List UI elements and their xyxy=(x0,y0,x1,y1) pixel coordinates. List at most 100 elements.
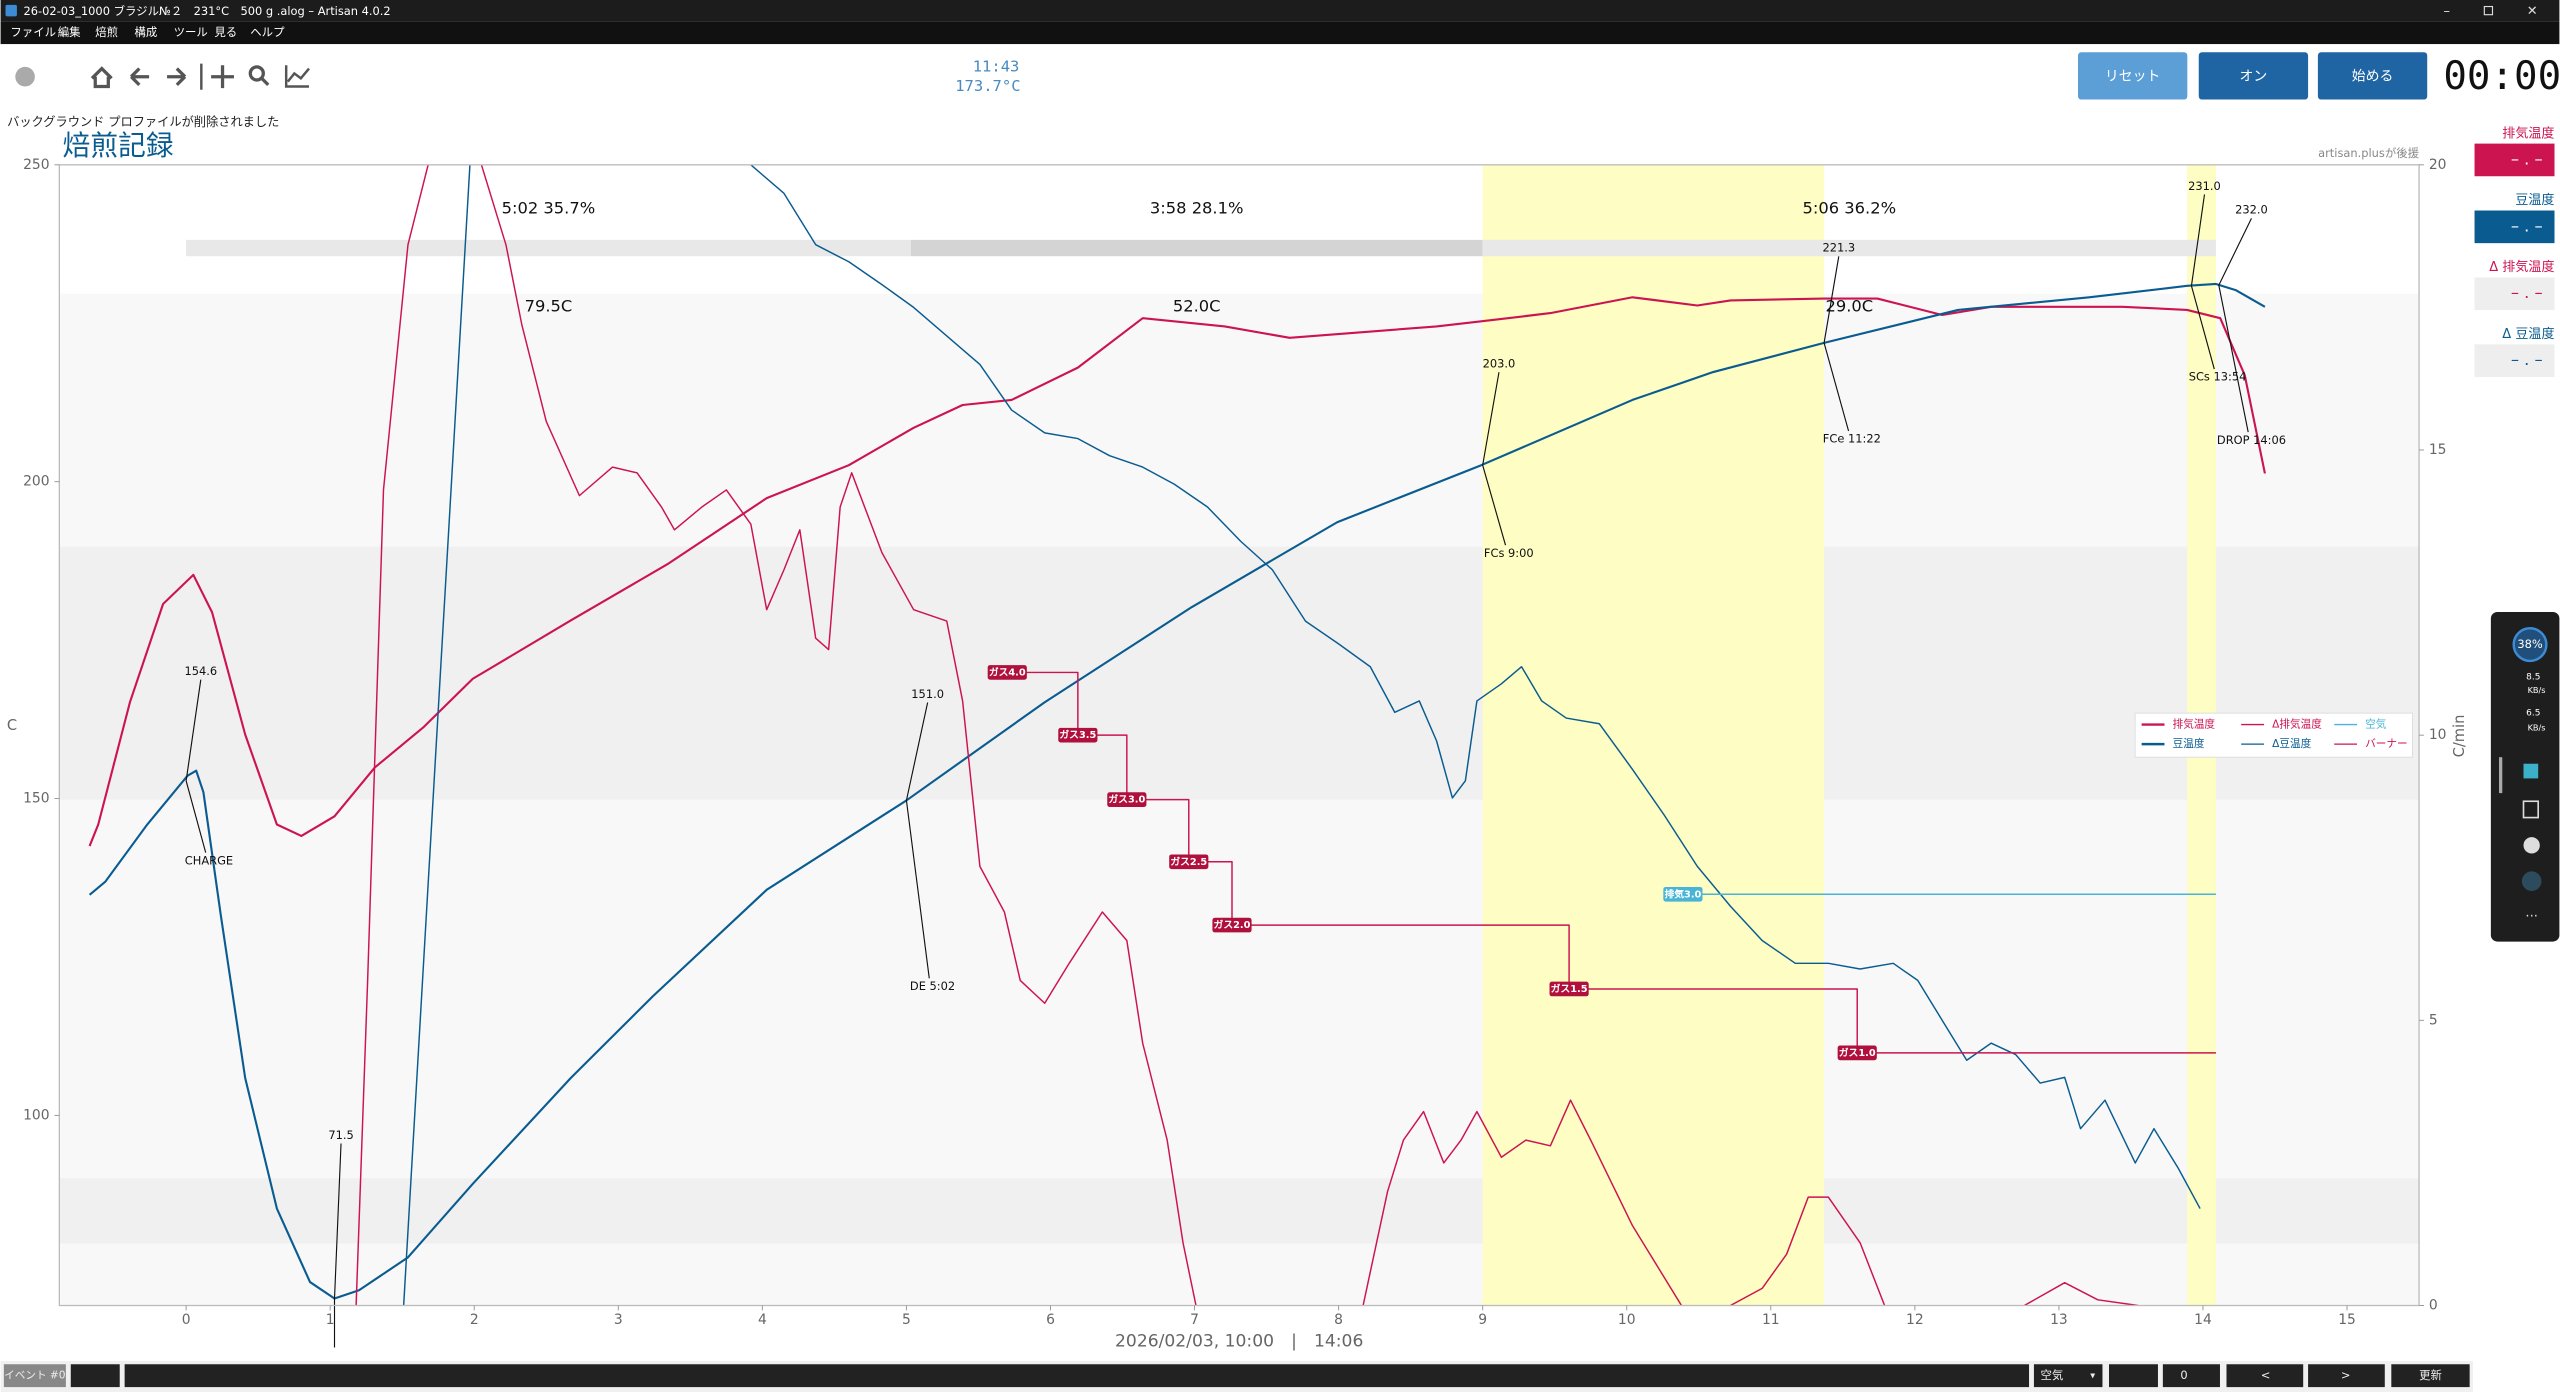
button-label[interactable]: 始める xyxy=(2352,69,2394,85)
annotation-leader xyxy=(1482,372,1500,466)
readout-value: – . – xyxy=(2511,350,2543,369)
band xyxy=(59,1178,2420,1244)
close[interactable]: ✕ xyxy=(2527,4,2538,19)
button-label[interactable]: オン xyxy=(2240,69,2268,85)
y-tick-label: 250 xyxy=(23,157,49,173)
menu-item[interactable]: ヘルプ xyxy=(250,25,285,39)
y2-axis-label: C/min xyxy=(2451,715,2468,758)
event-flag-label: 排気3.0 xyxy=(1664,887,1701,900)
button[interactable] xyxy=(2317,52,2428,100)
phase-delta: 52.0C xyxy=(1173,296,1221,315)
plot-clip xyxy=(88,164,2266,1306)
annotation-leader xyxy=(2190,285,2215,370)
phase-bar xyxy=(186,239,911,257)
add-icon[interactable] xyxy=(15,66,35,87)
event-input[interactable] xyxy=(124,1364,2030,1388)
x-tick-label: 5 xyxy=(902,1312,911,1328)
annotation-leader xyxy=(2218,285,2249,433)
annotation-event: FCs 9:00 xyxy=(1484,546,1534,560)
phase-delta: 29.0C xyxy=(1825,296,1873,315)
event-label-box xyxy=(3,1364,66,1388)
cpu: 38% xyxy=(2517,637,2543,651)
x-tick-label: 11 xyxy=(1762,1312,1780,1328)
title-bar xyxy=(0,0,2560,22)
menu-item[interactable]: 編集 xyxy=(58,25,81,39)
x-tick-label: 15 xyxy=(2338,1312,2356,1328)
event-box[interactable] xyxy=(70,1364,120,1388)
edge-icon[interactable] xyxy=(2523,837,2540,854)
annotation-leader xyxy=(2218,218,2252,286)
notes-icon[interactable] xyxy=(2522,800,2540,819)
menu-item[interactable]: 焙煎 xyxy=(95,25,118,39)
next-label[interactable]: > xyxy=(2341,1368,2351,1382)
back-icon[interactable] xyxy=(129,67,150,87)
home-icon[interactable] xyxy=(90,66,113,89)
event-flag-label: ガス1.0 xyxy=(1839,1046,1876,1059)
air-select-box[interactable] xyxy=(2033,1364,2103,1388)
readout-box xyxy=(2474,143,2555,177)
event-flag-label: ガス4.0 xyxy=(989,665,1026,678)
bottom-bar: イベント #0 空気 ▾ 0 < > 更新 xyxy=(0,1360,2473,1392)
phase-bar xyxy=(1482,239,2216,257)
forward-icon[interactable] xyxy=(167,67,187,87)
buttons: リセット オン 始める xyxy=(2077,52,2428,100)
event-flag xyxy=(1837,1045,1877,1061)
menu-bar xyxy=(0,21,2560,45)
more-icon[interactable]: ··· xyxy=(2525,910,2537,925)
menu-item[interactable]: ツール xyxy=(174,25,208,39)
menu-item[interactable]: ファイル xyxy=(10,25,56,39)
plot: 5:02 35.7% 79.5C 3:58 28.1% 52.0C 5:06 36.2%… xyxy=(88,164,2286,1348)
prev-button[interactable] xyxy=(2226,1364,2304,1388)
annotation-leader xyxy=(905,702,929,801)
next-button[interactable] xyxy=(2308,1364,2385,1388)
maximize[interactable] xyxy=(2483,5,2494,16)
x-tick-label: 8 xyxy=(1334,1312,1343,1328)
minimize[interactable]: – xyxy=(2444,4,2451,19)
spin-box[interactable] xyxy=(2162,1364,2220,1388)
x-tick-label: 6 xyxy=(1046,1312,1055,1328)
x-axis-label: 2026/02/03, 10:00 | 14:06 xyxy=(1115,1331,1363,1351)
event-flag-label: ガス3.5 xyxy=(1059,728,1096,741)
readout-box xyxy=(2474,277,2555,311)
update-button[interactable] xyxy=(2391,1364,2470,1388)
x-tick-label: 12 xyxy=(1906,1312,1924,1328)
prev-label[interactable]: < xyxy=(2261,1368,2271,1382)
x-tick-label: 4 xyxy=(758,1312,767,1328)
app-icon xyxy=(5,4,17,17)
update-label[interactable]: 更新 xyxy=(2419,1368,2442,1382)
legend-label: Δ豆温度 xyxy=(2272,737,2311,750)
box[interactable] xyxy=(2108,1364,2158,1388)
button[interactable] xyxy=(2077,52,2188,100)
button[interactable] xyxy=(2198,52,2309,100)
annotation-value: 221.3 xyxy=(1822,241,1855,255)
spin-value[interactable]: 0 xyxy=(2180,1368,2187,1382)
annotation-value: 203.0 xyxy=(1483,357,1516,371)
y-tick-label: 150 xyxy=(23,791,49,807)
annotation-event: DE 5:02 xyxy=(910,979,955,993)
readout-value: – . – xyxy=(2511,216,2543,235)
menu-item[interactable]: 見る xyxy=(214,25,237,39)
search-icon[interactable] xyxy=(2521,871,2542,892)
timer: 00:00 xyxy=(2443,54,2560,99)
x-tick-label: 1 xyxy=(326,1312,335,1328)
legend-label: 空気 xyxy=(2365,718,2387,731)
annotation-value: 154.6 xyxy=(184,664,217,678)
event-flag-label: ガス1.5 xyxy=(1551,982,1588,995)
y2-tick-label: 10 xyxy=(2429,727,2447,743)
button-label[interactable]: リセット xyxy=(2105,69,2160,85)
chart-icon[interactable] xyxy=(284,65,310,88)
air-select[interactable]: 空気 xyxy=(2040,1368,2063,1382)
app-icon[interactable] xyxy=(2523,763,2539,779)
readout-label: Δ 豆温度 xyxy=(2502,326,2554,342)
x-tick-label: 7 xyxy=(1190,1312,1199,1328)
y2-tick-label: 5 xyxy=(2429,1012,2438,1028)
pan-icon[interactable] xyxy=(211,65,234,89)
x-tick-label: 9 xyxy=(1478,1312,1487,1328)
menu-item[interactable]: 構成 xyxy=(134,25,157,39)
status-message: バックグラウンド プロファイルが削除されました xyxy=(7,114,279,129)
series-line xyxy=(88,296,2266,847)
zoom-icon[interactable] xyxy=(248,65,265,82)
plot-background xyxy=(59,164,2420,1306)
event-flag xyxy=(1169,854,1209,870)
